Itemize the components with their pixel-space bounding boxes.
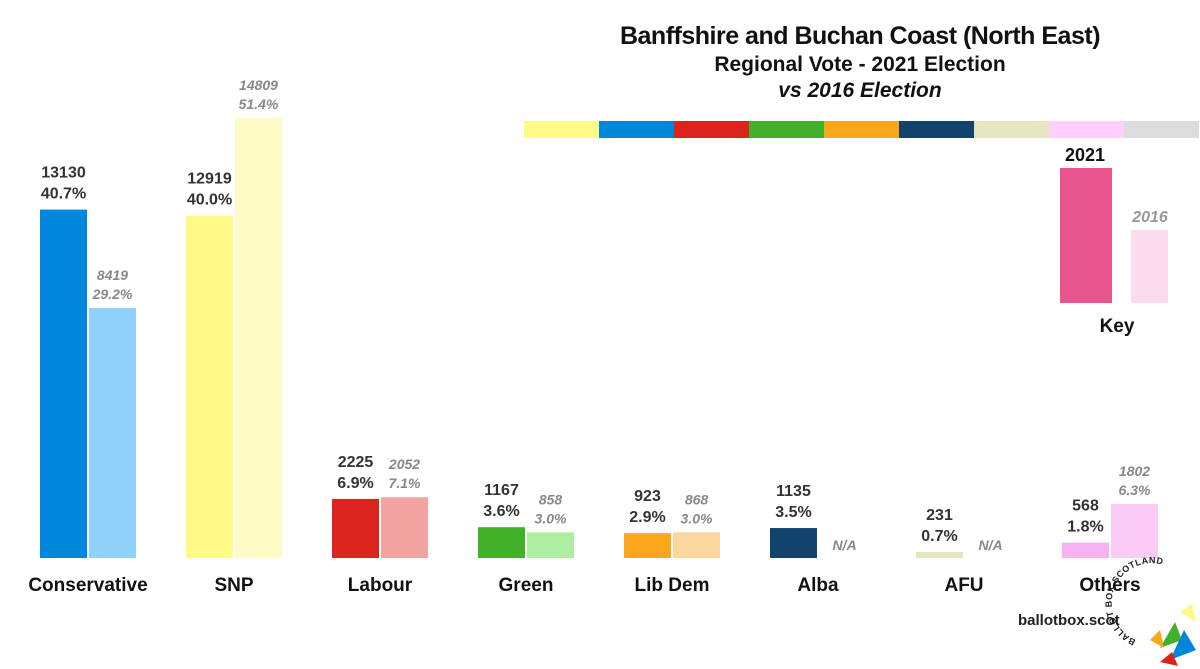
key-swatch-2016	[1131, 230, 1168, 303]
label-2016-percent: 51.4%	[239, 96, 279, 112]
label-2021-percent: 3.6%	[483, 503, 519, 520]
logo-shard-green	[1160, 622, 1182, 648]
bar-2021-alba	[770, 528, 817, 558]
bar-2021-snp	[186, 215, 233, 558]
palette-swatch	[974, 121, 1049, 138]
label-2021-percent: 6.9%	[337, 475, 373, 492]
key-title: Key	[1100, 316, 1135, 337]
label-2021-votes: 12919	[187, 171, 232, 188]
logo-text-path: BALLOT BOX SCOTLAND	[1104, 555, 1164, 647]
title-line-3: vs 2016 Election	[778, 79, 942, 102]
bar-2021-lib-dem	[624, 533, 671, 558]
label-2021-votes: 13130	[41, 165, 86, 182]
source-credit: ballotbox.scot	[1018, 612, 1120, 629]
label-2016-votes: 14809	[239, 77, 278, 93]
label-2016-na: N/A	[978, 537, 1002, 553]
logo-shard-orange	[1150, 630, 1164, 648]
key-swatch-2021	[1060, 168, 1112, 303]
label-2021-votes: 1135	[776, 483, 811, 500]
label-2021-percent: 40.0%	[187, 192, 232, 209]
x-tick-lib-dem: Lib Dem	[635, 575, 710, 596]
palette-swatch	[1049, 121, 1124, 138]
logo-text: BALLOT BOX SCOTLAND	[1104, 555, 1165, 647]
palette-swatch	[824, 121, 899, 138]
label-2021-votes: 2225	[338, 454, 374, 471]
palette-swatch	[674, 121, 749, 138]
label-2021-percent: 0.7%	[921, 528, 957, 545]
bar-2021-labour	[332, 498, 379, 558]
palette-swatch	[899, 121, 974, 138]
title-line-1: Banffshire and Buchan Coast (North East)	[619, 22, 1101, 50]
title-line-2: Regional Vote - 2021 Election	[714, 53, 1006, 76]
bar-2016-snp	[235, 118, 282, 558]
logo-shard-blue	[1170, 630, 1196, 660]
legend-key: 2021 2016 Key	[1060, 145, 1168, 337]
bar-2021-others	[1062, 542, 1109, 558]
label-2016-percent: 3.0%	[535, 510, 567, 526]
palette-swatch	[1124, 121, 1199, 138]
label-2021-percent: 3.5%	[775, 504, 811, 521]
label-2021-percent: 2.9%	[629, 509, 665, 526]
logo-shard-yellow	[1180, 604, 1196, 622]
x-tick-snp: SNP	[214, 575, 253, 596]
bar-2016-labour	[381, 497, 428, 558]
label-2021-percent: 40.7%	[41, 186, 86, 203]
label-2021-percent: 1.8%	[1067, 519, 1103, 536]
bar-2016-conservative	[89, 308, 136, 558]
bars-group	[40, 118, 1158, 558]
palette-swatch	[599, 121, 674, 138]
x-tick-afu: AFU	[944, 575, 983, 596]
bar-2021-conservative	[40, 209, 87, 558]
label-2016-na: N/A	[832, 537, 856, 553]
logo-shard-red	[1160, 652, 1178, 666]
label-2016-votes: 1802	[1119, 463, 1150, 479]
label-2016-votes: 868	[685, 491, 709, 507]
x-tick-others: Others	[1079, 575, 1140, 596]
label-2016-percent: 29.2%	[92, 286, 133, 302]
data-labels-group: 13130 40.7% 8419 29.2% 12919 40.0% 14809 51.4% 2…	[41, 77, 1151, 553]
label-2021-votes: 568	[1072, 498, 1099, 515]
label-2021-votes: 231	[926, 507, 953, 524]
label-2016-percent: 7.1%	[389, 475, 421, 491]
label-2016-votes: 858	[539, 491, 563, 507]
key-label-2016: 2016	[1131, 209, 1168, 226]
x-tick-alba: Alba	[797, 575, 839, 596]
bar-2016-others	[1111, 504, 1158, 558]
x-tick-green: Green	[499, 575, 554, 596]
x-tick-conservative: Conservative	[28, 575, 147, 596]
bar-2021-green	[478, 527, 525, 558]
chart-title: Banffshire and Buchan Coast (North East)…	[560, 22, 1160, 103]
bar-2016-lib-dem	[673, 532, 720, 558]
label-2016-votes: 8419	[97, 267, 128, 283]
bar-2016-green	[527, 532, 574, 558]
palette-swatch	[749, 121, 824, 138]
palette-swatch	[524, 121, 599, 138]
key-label-2021: 2021	[1065, 145, 1105, 165]
x-tick-labour: Labour	[348, 575, 413, 596]
label-2016-votes: 2052	[388, 456, 420, 472]
ballotbox-logo: BALLOT BOX SCOTLAND	[1104, 555, 1196, 666]
x-tick-labels: Conservative SNP Labour Green Lib Dem Alba AFU…	[28, 575, 1140, 596]
label-2016-percent: 3.0%	[681, 510, 713, 526]
label-2016-percent: 6.3%	[1119, 482, 1151, 498]
label-2021-votes: 923	[634, 488, 661, 505]
label-2021-votes: 1167	[484, 482, 519, 499]
bar-2021-afu	[916, 552, 963, 558]
party-color-strip	[524, 121, 1199, 138]
